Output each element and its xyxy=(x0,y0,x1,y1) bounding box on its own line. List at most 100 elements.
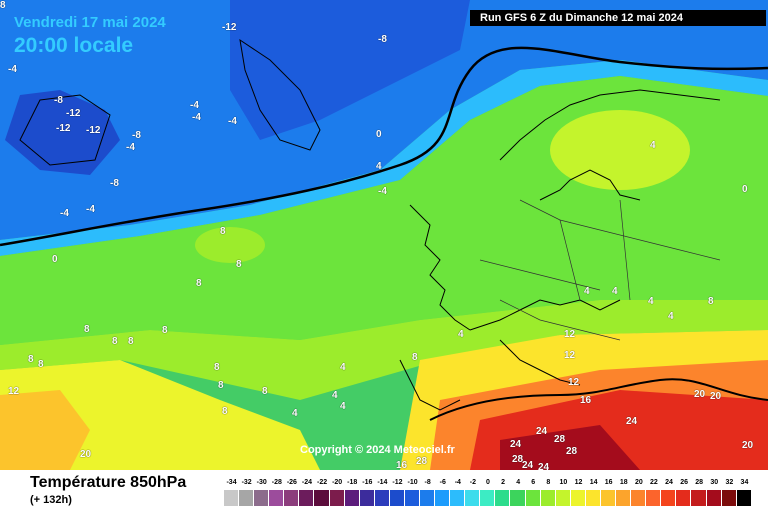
legend-tick-label: -26 xyxy=(286,479,297,486)
isotherm-value-label: 8 xyxy=(84,324,90,335)
isotherm-value-label: -12 xyxy=(222,22,237,33)
color-scale xyxy=(224,490,752,506)
isotherm-value-label: 4 xyxy=(458,329,464,340)
model-run-label: Run GFS 6 Z du Dimanche 12 mai 2024 xyxy=(470,10,766,26)
copyright: Copyright © 2024 Meteociel.fr xyxy=(300,444,455,456)
field-cold-north xyxy=(0,0,768,240)
legend-tick-label: -32 xyxy=(241,479,252,486)
legend-tick-label: -22 xyxy=(316,479,328,486)
field-orange-sw xyxy=(0,390,90,470)
isotherm-value-label: 16 xyxy=(396,460,408,470)
legend-swatch xyxy=(374,490,390,506)
isotherm-value-label: 4 xyxy=(584,286,590,297)
legend-swatch xyxy=(359,490,375,506)
isotherm-value-label: 4 xyxy=(648,296,654,307)
temperature-map: -12 -8 -4 -8 -12 -12 -12 -8 -4 -4 -4 -4 -8 -4 -4 0 4 -4 0 8… xyxy=(0,0,768,470)
legend-swatch xyxy=(389,490,405,506)
legend-swatch xyxy=(631,490,647,506)
legend-tick-label: -20 xyxy=(332,479,343,486)
legend-tick-label: 30 xyxy=(710,479,719,486)
borders xyxy=(479,199,721,341)
legend-tick-label: 24 xyxy=(665,479,673,486)
legend-footer: Température 850hPa (+ 132h) -34 -32 -30 -28… xyxy=(0,470,768,512)
legend-tick-label: -16 xyxy=(362,479,373,486)
legend-tick-label: 26 xyxy=(680,479,689,486)
isotherm-value-label: 8 xyxy=(236,259,242,270)
legend-swatch xyxy=(616,490,632,506)
legend-swatch xyxy=(224,490,240,506)
isotherm-value-label: 8 xyxy=(262,386,268,397)
isotherm-value-label: 4 xyxy=(340,401,346,412)
legend-swatch xyxy=(585,490,601,506)
field-deep-cold-2 xyxy=(230,0,470,140)
legend-tick-label: -4 xyxy=(454,479,461,486)
isotherm-value-label: 20 xyxy=(694,389,706,400)
legend-tick-label: 0 xyxy=(486,479,490,486)
isotherm-value-label: 4 xyxy=(292,408,298,419)
legend-swatch xyxy=(404,490,421,506)
legend-tick-label: -18 xyxy=(347,479,358,486)
isotherm-zero xyxy=(0,46,768,247)
isotherm-value-label: -12 xyxy=(56,123,71,134)
field-scandinavia xyxy=(550,110,690,190)
legend-tick-label: -2 xyxy=(469,479,477,486)
legend-tick-label: 8 xyxy=(546,479,551,486)
forecast-hour: (+ 132h) xyxy=(30,494,72,506)
legend-swatch xyxy=(555,490,571,506)
legend-tick-label: 34 xyxy=(740,479,749,486)
isotherm-value-label: 24 xyxy=(626,416,638,427)
legend-swatch xyxy=(540,490,556,506)
field-yellowgreen xyxy=(0,300,768,400)
isotherm-value-label: -8 xyxy=(378,34,387,45)
isotherm-twenty xyxy=(429,378,768,421)
legend-tick-label: -10 xyxy=(407,479,418,486)
valid-time: 20:00 locale xyxy=(14,34,134,57)
isotherm-value-label: 12 xyxy=(8,386,20,397)
legend-swatch xyxy=(284,490,300,506)
legend-tick-label: 6 xyxy=(531,479,536,486)
legend-swatch xyxy=(570,490,586,506)
legend-tick-label: 10 xyxy=(559,479,568,486)
legend-swatch xyxy=(661,490,677,506)
isotherm-value-label: 8 xyxy=(214,362,220,373)
isotherm-value-label: 4 xyxy=(376,161,382,172)
isotherm-value-label: 12 xyxy=(568,377,580,388)
isotherm-value-label: 8 xyxy=(112,336,118,347)
isotherm-value-label: -4 xyxy=(60,208,69,219)
legend-tick-label: -12 xyxy=(392,479,403,486)
legend-swatch xyxy=(420,490,436,506)
legend-tick-label: 22 xyxy=(650,479,658,486)
legend-swatch xyxy=(646,490,662,506)
coastlines xyxy=(19,38,721,411)
isotherm-value-label: 8 xyxy=(218,380,224,391)
isotherm-value-label: 12 xyxy=(564,350,576,361)
legend-swatch xyxy=(269,490,285,506)
legend-tick-label: -30 xyxy=(256,479,267,486)
isotherm-value-label: 24 xyxy=(538,462,550,470)
isotherm-value-label: 24 xyxy=(510,439,522,450)
legend-tick-label: 14 xyxy=(589,479,598,486)
isotherm-value-label: 28 xyxy=(554,434,566,445)
parameter-title: Température 850hPa xyxy=(30,474,187,491)
isotherm-value-label: -4 xyxy=(192,112,201,123)
legend-swatch xyxy=(480,490,496,506)
isotherm-value-label: 4 xyxy=(340,362,346,373)
isotherm-value-label: 28 xyxy=(512,454,524,465)
map-canvas xyxy=(0,0,768,470)
isotherm-value-label: 8 xyxy=(0,0,6,11)
legend-tick-label: 18 xyxy=(619,479,628,486)
isotherm-value-label: 12 xyxy=(564,329,576,340)
isotherm-value-label: 4 xyxy=(668,311,674,322)
legend-swatch xyxy=(706,490,722,506)
isotherm-value-label: 8 xyxy=(38,359,44,370)
isotherm-value-label: -4 xyxy=(378,186,387,197)
legend-tick-label: 28 xyxy=(695,479,704,486)
isotherm-value-label: -8 xyxy=(110,178,119,189)
isotherm-value-label: 20 xyxy=(710,391,722,402)
field-deep-cold xyxy=(5,90,120,175)
isotherm-value-label: 24 xyxy=(522,460,534,470)
isotherm-value-label: 24 xyxy=(536,426,548,437)
legend-swatch xyxy=(239,490,255,506)
isotherm-value-label: 8 xyxy=(128,336,134,347)
isotherm-value-label: -12 xyxy=(86,125,101,136)
